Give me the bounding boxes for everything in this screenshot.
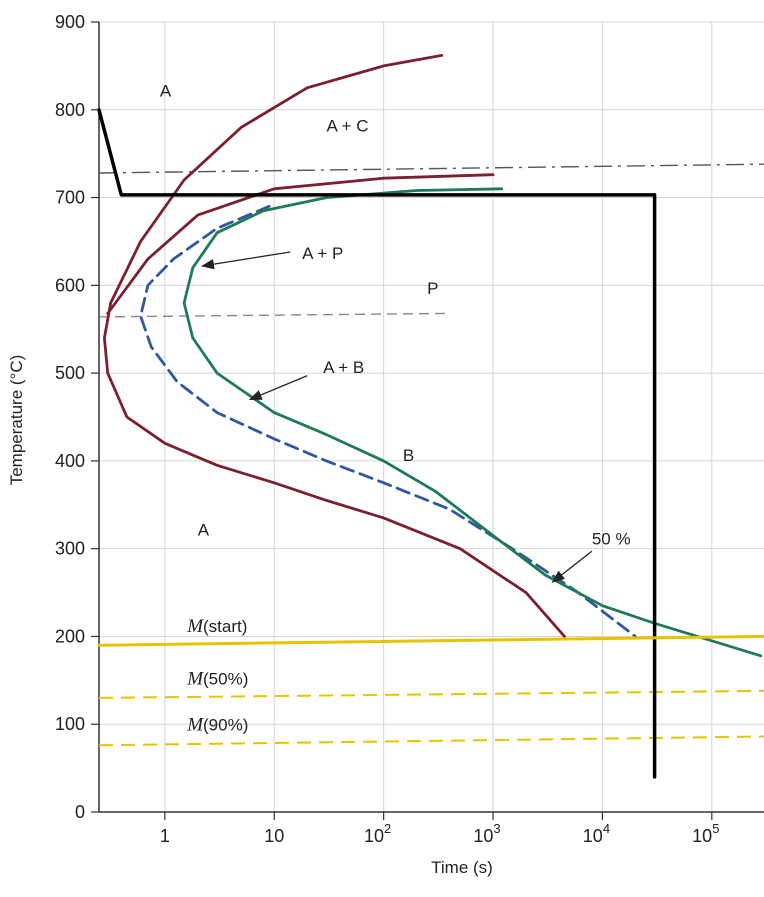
- grid: [99, 21, 764, 813]
- region-label-6: A: [198, 521, 210, 540]
- y-axis-label: Temperature (°C): [7, 355, 26, 486]
- x-tick-label-5: 105: [692, 821, 719, 846]
- y-tick-label-9: 900: [55, 12, 85, 32]
- dashed-line-martensite-1: [98, 735, 764, 747]
- region-label-1: A + C: [326, 117, 368, 136]
- region-label-7: 50 %: [592, 529, 631, 548]
- x-axis-ticks: 1 10 102 103 104 105: [160, 812, 719, 846]
- x-tick-label-2: 102: [364, 821, 391, 846]
- reference-lines: [98, 163, 764, 747]
- martensite-label-0: M(start): [186, 616, 247, 637]
- region-label-4: A + B: [323, 358, 364, 377]
- y-tick-label-5: 500: [55, 363, 85, 383]
- y-tick-label-6: 600: [55, 275, 85, 295]
- y-tick-label-1: 100: [55, 714, 85, 734]
- dashed-line-eutectoid-2: [98, 163, 764, 174]
- region-label-2: A + P: [302, 244, 343, 263]
- region-labels: A A + C A + P P A + B B A 50 %: [160, 82, 631, 549]
- martensite-label-2: M(90%): [186, 714, 248, 735]
- x-tick-label-0: 1: [160, 826, 170, 846]
- region-label-3: P: [427, 279, 438, 298]
- martensite-labels: M(start) M(50%) M(90%): [186, 616, 248, 735]
- curve-middle-2: [139, 204, 637, 638]
- x-tick-label-1: 10: [264, 826, 284, 846]
- x-tick-label-3: 103: [473, 821, 500, 846]
- y-tick-label-3: 300: [55, 539, 85, 559]
- x-tick-label-4: 104: [583, 821, 610, 846]
- dashed-line-ref-3: [98, 312, 450, 318]
- plot-frame: [98, 22, 764, 813]
- annotation-arrow-2: [551, 550, 593, 583]
- curve-path-4: [97, 108, 657, 779]
- y-tick-label-2: 200: [55, 626, 85, 646]
- y-tick-label-8: 800: [55, 100, 85, 120]
- curve-finish-3: [182, 187, 763, 658]
- annotation-arrows: [201, 251, 593, 583]
- y-tick-label-4: 400: [55, 451, 85, 471]
- curve-start-1: [106, 173, 495, 315]
- y-tick-label-7: 700: [55, 188, 85, 208]
- y-axis-ticks: 0 100 200 300 400 500 600 700 800 900: [55, 12, 99, 822]
- annotation-arrow-0: [201, 251, 291, 270]
- curve-start-0: [103, 54, 566, 638]
- annotation-arrow-1: [248, 375, 308, 401]
- dashed-line-martensite-0: [98, 689, 764, 699]
- y-tick-label-0: 0: [75, 802, 85, 822]
- curve-martensite-5: [97, 634, 764, 647]
- region-label-5: B: [403, 446, 414, 465]
- transformation-curves: [97, 54, 764, 779]
- region-label-0: A: [160, 82, 172, 101]
- martensite-label-1: M(50%): [186, 669, 248, 690]
- x-axis-label: Time (s): [431, 858, 493, 877]
